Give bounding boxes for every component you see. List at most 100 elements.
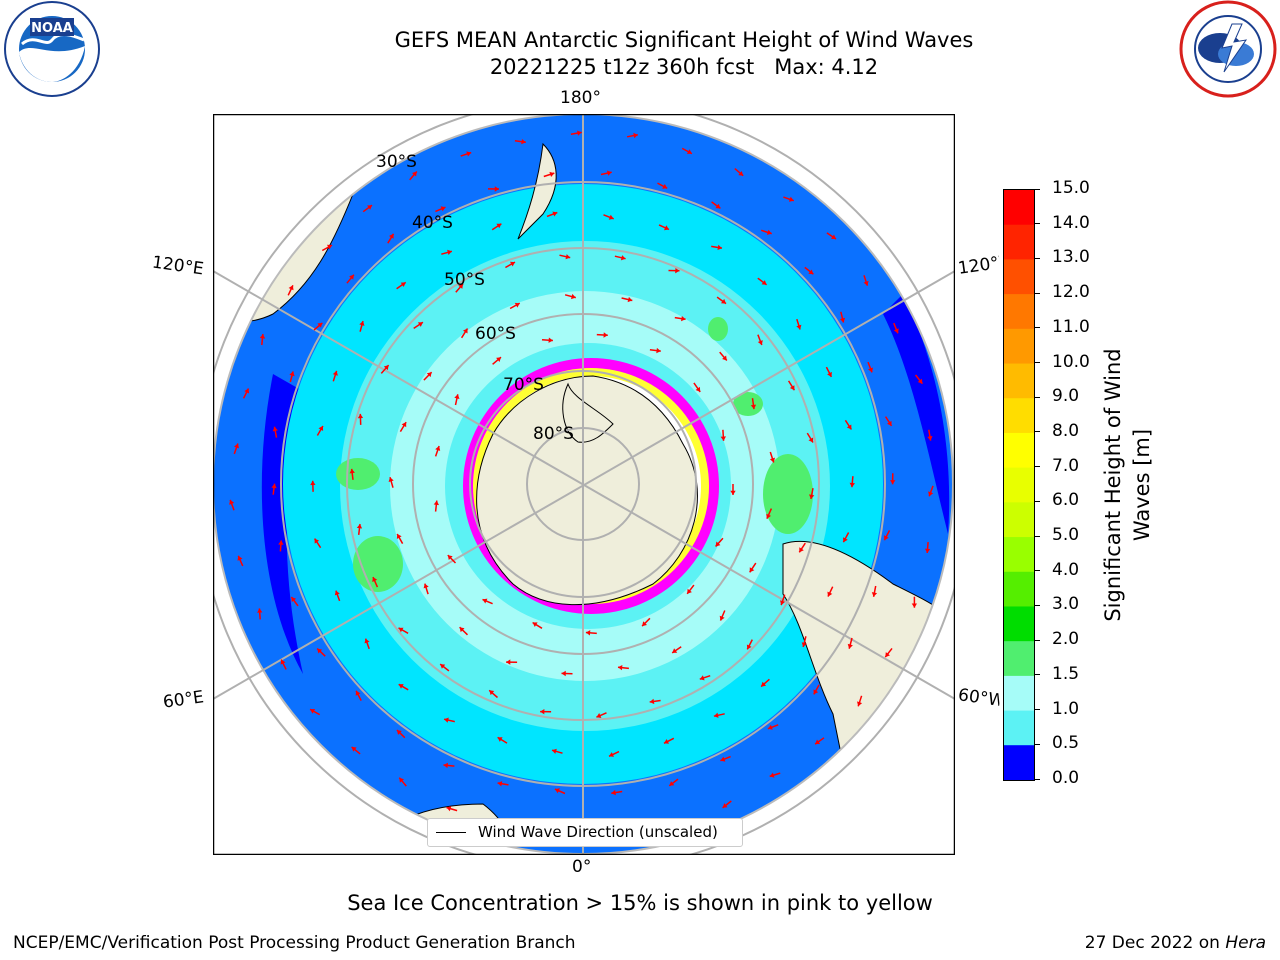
legend-line-swatch bbox=[436, 832, 466, 833]
wind-wave-arrowhead bbox=[466, 151, 472, 157]
footer-date: 27 Dec 2022 on Hera bbox=[1085, 933, 1266, 953]
wind-wave-arrowhead bbox=[699, 675, 705, 681]
lat-label-70s: 70°S bbox=[503, 375, 544, 395]
wind-wave-arrowhead bbox=[440, 664, 446, 669]
wind-wave-arrowhead bbox=[396, 730, 402, 735]
colorbar-tick-label: 0.5 bbox=[1052, 733, 1080, 754]
wind-wave-arrowhead bbox=[314, 538, 320, 544]
wind-wave-arrowhead bbox=[868, 367, 873, 373]
wind-wave-arrowhead bbox=[446, 806, 452, 812]
wind-wave-arrowhead bbox=[767, 724, 773, 730]
lon-label-0: 0° bbox=[572, 857, 592, 877]
wind-wave-arrowhead bbox=[552, 211, 558, 217]
wind-wave-arrowhead bbox=[351, 746, 357, 752]
colorbar-tick-label: 0.0 bbox=[1052, 768, 1080, 788]
colorbar bbox=[1003, 189, 1035, 781]
colorbar-tick-label: 1.5 bbox=[1052, 663, 1080, 684]
wind-wave-arrowhead bbox=[398, 627, 404, 633]
wind-wave-arrowhead bbox=[720, 436, 726, 441]
colorbar-tick-mark bbox=[1034, 709, 1040, 711]
wind-wave-arrowhead bbox=[808, 437, 814, 443]
wind-wave-arrowhead bbox=[924, 548, 931, 553]
colorbar-tick-mark bbox=[1034, 188, 1040, 190]
wind-wave-arrowhead bbox=[389, 233, 394, 239]
colorbar-tick-mark bbox=[1034, 778, 1040, 780]
wind-wave-arrowhead bbox=[548, 337, 553, 343]
footer-host: Hera bbox=[1225, 933, 1266, 953]
colorbar-tick-label: 2.0 bbox=[1052, 629, 1080, 650]
wind-wave-arrowhead bbox=[355, 690, 361, 696]
wind-wave-arrowhead bbox=[633, 132, 638, 139]
wind-wave-arrowhead bbox=[317, 322, 323, 328]
wind-wave-arrowhead bbox=[383, 365, 389, 371]
wind-wave-arrowhead bbox=[863, 280, 869, 286]
colorbar-tick-label: 7.0 bbox=[1052, 455, 1080, 476]
colorbar-segment bbox=[1004, 606, 1034, 642]
colorbar-segment bbox=[1004, 432, 1034, 469]
wind-wave-arrowhead bbox=[327, 244, 332, 250]
wind-wave-arrowhead bbox=[510, 261, 515, 267]
lon-label-120w: 120°W bbox=[956, 253, 1002, 279]
wind-wave-arrowhead bbox=[356, 524, 363, 529]
wind-wave-arrowhead bbox=[288, 285, 294, 291]
wind-wave-arrowhead bbox=[749, 567, 755, 573]
wind-wave-arrowhead bbox=[611, 789, 616, 796]
wind-wave-arrowhead bbox=[444, 717, 449, 723]
wind-wave-arrowhead bbox=[359, 321, 365, 326]
wind-wave-arrowhead bbox=[280, 659, 286, 665]
colorbar-segment bbox=[1004, 398, 1034, 434]
wind-wave-arrowhead bbox=[927, 436, 933, 441]
nws-logo bbox=[1176, 0, 1280, 100]
colorbar-tick-label: 4.0 bbox=[1052, 559, 1080, 580]
wind-wave-arrowhead bbox=[585, 630, 591, 636]
colorbar-tick-label: 9.0 bbox=[1052, 386, 1080, 407]
wind-wave-arrowhead bbox=[607, 170, 612, 176]
noaa-logo: NOAA bbox=[0, 0, 106, 100]
wind-wave-arrowhead bbox=[349, 468, 355, 474]
wind-wave-arrowhead bbox=[664, 225, 669, 231]
wind-wave-arrowhead bbox=[796, 324, 802, 330]
lon-label-60w: 60°W bbox=[956, 685, 1002, 711]
wind-wave-arrowhead bbox=[399, 777, 404, 783]
wind-wave-arrowhead bbox=[435, 446, 441, 451]
wind-wave-arrowhead bbox=[839, 317, 846, 323]
wind-wave-arrowhead bbox=[401, 422, 407, 428]
wind-wave-arrowhead bbox=[750, 404, 757, 410]
wind-wave-arrowhead bbox=[757, 340, 763, 345]
footer-branch: NCEP/EMC/Verification Post Processing Pr… bbox=[13, 933, 576, 953]
colorbar-tick-mark bbox=[1034, 743, 1040, 745]
wind-wave-arrowhead bbox=[675, 268, 680, 274]
wind-wave-arrowhead bbox=[447, 249, 452, 255]
wind-wave-arrowhead bbox=[620, 255, 626, 261]
colorbar-tick-mark bbox=[1034, 535, 1040, 537]
wind-wave-arrowhead bbox=[332, 370, 338, 376]
wind-wave-arrowhead bbox=[769, 772, 775, 778]
colorbar-tick-label: 6.0 bbox=[1052, 490, 1080, 511]
wind-wave-arrowhead bbox=[608, 214, 614, 220]
colorbar-tick-mark bbox=[1034, 257, 1040, 259]
wind-wave-arrowhead bbox=[388, 477, 394, 482]
colorbar-tick-mark bbox=[1034, 431, 1040, 433]
lon-label-60e: 60°E bbox=[161, 687, 206, 713]
colorbar-tick-label: 3.0 bbox=[1052, 594, 1080, 615]
wind-wave-arrowhead bbox=[497, 737, 503, 742]
wind-wave-arrowhead bbox=[893, 328, 899, 334]
wind-wave-arrowhead bbox=[433, 500, 439, 506]
wind-wave-arrowhead bbox=[514, 302, 520, 308]
colorbar-segment bbox=[1004, 190, 1034, 226]
wind-wave-arrowhead bbox=[766, 229, 772, 235]
colorbar-tick-mark bbox=[1034, 500, 1040, 502]
wind-wave-arrowhead bbox=[780, 600, 786, 606]
wind-wave-arrowhead bbox=[497, 781, 503, 787]
wind-wave-arrowhead bbox=[928, 491, 934, 497]
colorbar-tick-label: 8.0 bbox=[1052, 420, 1080, 441]
colorbar-tick-mark bbox=[1034, 362, 1040, 364]
wind-wave-arrowhead bbox=[447, 555, 453, 560]
wind-wave-arrowhead bbox=[884, 535, 889, 541]
wind-wave-arrowhead bbox=[871, 592, 878, 597]
wind-wave-arrowhead bbox=[722, 803, 728, 808]
wind-wave-arrowhead bbox=[234, 443, 239, 449]
wind-wave-arrowhead bbox=[686, 149, 692, 154]
wind-wave-arrowhead bbox=[318, 426, 324, 431]
wind-wave-arrowhead bbox=[827, 371, 832, 377]
